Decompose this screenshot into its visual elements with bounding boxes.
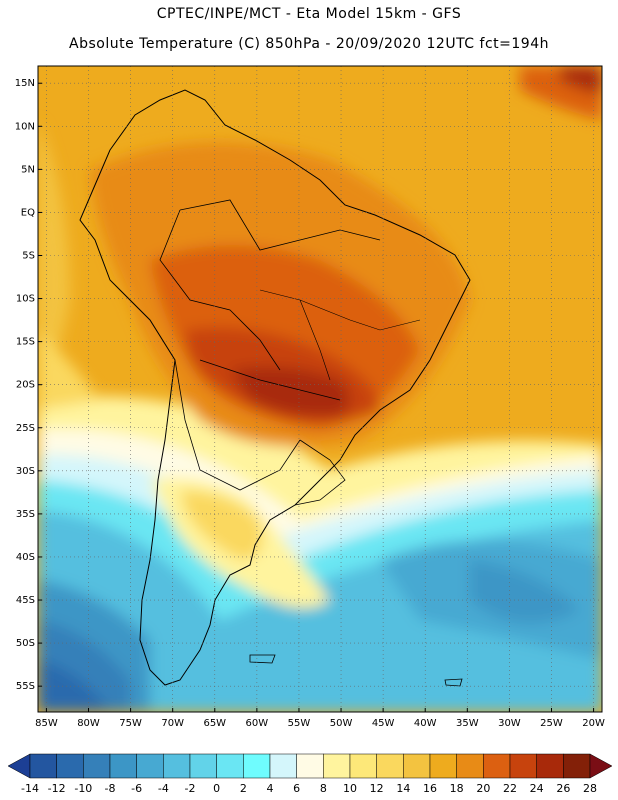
colorbar-segment [563,753,591,779]
longitude-axis: 85W 80W 75W 70W 65W 60W 55W 50W 45W 40W 35W 30W 25W 2… [35,708,605,729]
lat-tick-label: 5N [21,164,35,175]
colorbar-label: -8 [105,782,116,795]
lon-tick-label: 60W [246,718,269,729]
lat-tick-label: 10S [16,294,35,305]
colorbar-label: 2 [240,782,247,795]
colorbar-segment [269,753,297,779]
colorbar-max-extension [589,753,613,779]
lat-tick-label: 5S [22,250,35,261]
colorbar-label: 8 [320,782,327,795]
lon-tick-label: 85W [35,718,58,729]
colorbar-segment [109,753,137,779]
temperature-field [38,66,602,712]
colorbar-label: 24 [530,782,544,795]
colorbar-label: -10 [74,782,92,795]
lon-tick-label: 55W [288,718,311,729]
colorbar-segment [136,753,164,779]
lon-tick-label: 40W [414,718,437,729]
colorbar-segment [536,753,564,779]
lat-tick-label: 45S [16,595,35,606]
lon-tick-label: 50W [330,718,353,729]
lat-tick-label: 15S [16,337,35,348]
colorbar-segment [403,753,431,779]
colorbar-segment [349,753,377,779]
colorbar-label: 28 [583,782,597,795]
map-title-line2: Absolute Temperature (C) 850hPa - 20/09/… [69,36,549,52]
lat-tick-label: 30S [16,466,35,477]
lat-tick-label: 55S [16,681,35,692]
colorbar-segment [189,753,217,779]
colorbar-segment [296,753,324,779]
colorbar-segment [376,753,404,779]
lat-tick-label: 15N [15,78,35,89]
lon-tick-label: 65W [203,718,226,729]
colorbar-label: -6 [131,782,142,795]
colorbar-segment [29,753,57,779]
lon-tick-label: 35W [456,718,479,729]
map-title-line1: CPTEC/INPE/MCT - Eta Model 15km - GFS [156,6,462,22]
colorbar-label: 14 [396,782,410,795]
lon-tick-label: 75W [119,718,142,729]
temperature-colorbar: -14 -12 -10 -8 -6 -4 -2 0 2 4 6 8 10 12 14 16 18 20 22 24 26… [7,753,613,795]
latitude-axis: 15N 10N 5N EQ 5S 10S 15S 20S 25S 30S 35S 40S 45S 50S 5… [15,78,42,692]
colorbar-segment [429,753,457,779]
colorbar-label: 20 [476,782,490,795]
lon-tick-label: 80W [77,718,100,729]
lon-tick-label: 45W [372,718,395,729]
colorbar-label: 16 [423,782,437,795]
colorbar-label: 6 [293,782,300,795]
colorbar-segment [56,753,84,779]
colorbar-label: -12 [48,782,66,795]
colorbar-label: 0 [213,782,220,795]
colorbar-segment [456,753,484,779]
map-frame [37,65,603,713]
colorbar-label: 26 [556,782,570,795]
colorbar-segment [83,753,111,779]
lat-tick-label: 25S [16,423,35,434]
lat-tick-label: 50S [16,638,35,649]
lat-tick-label: 10N [15,121,35,132]
colorbar-segment [216,753,244,779]
lat-tick-label: 35S [16,509,35,520]
colorbar-segment [483,753,511,779]
colorbar-segment [509,753,537,779]
lon-tick-label: 30W [498,718,521,729]
colorbar-label: -2 [185,782,196,795]
lat-tick-label: 40S [16,552,35,563]
colorbar-segment [243,753,271,779]
lat-tick-label: EQ [21,207,35,218]
colorbar-label: -4 [158,782,169,795]
colorbar-segment [323,753,351,779]
colorbar-label: 12 [370,782,384,795]
colorbar-label: 22 [503,782,517,795]
colorbar-segment [163,753,191,779]
continent-outline [79,89,471,686]
lon-tick-label: 20W [582,718,605,729]
lon-tick-label: 25W [540,718,563,729]
colorbar-label: -14 [21,782,39,795]
lon-tick-label: 70W [161,718,184,729]
colorbar-label: 4 [267,782,274,795]
colorbar-label: 18 [450,782,464,795]
lat-tick-label: 20S [16,380,35,391]
colorbar-label: 10 [343,782,357,795]
colorbar-min-extension [7,753,31,779]
